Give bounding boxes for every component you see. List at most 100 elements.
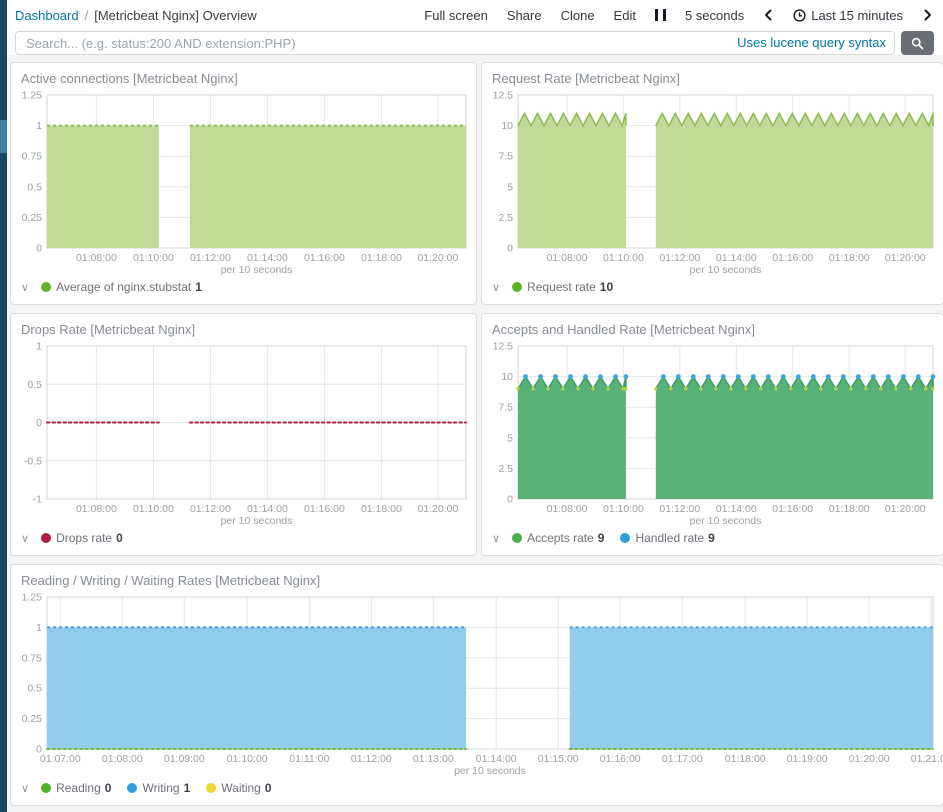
drops-rate-chart[interactable]: 1 0.5 0 -0.5 -1 01:08:00 01:10:00 01:12:00 01:14… [11,340,476,529]
legend-label: Request rate [527,280,596,294]
legend-item[interactable]: Handled rate 9 [620,531,715,545]
chevron-down-icon[interactable]: ∨ [21,532,30,545]
request-rate-chart[interactable]: 12.5 10 7.5 5 2.5 0 01:08:00 01:10:00 01:12:00 01… [482,89,943,278]
svg-text:0.75: 0.75 [22,652,43,664]
legend-item[interactable]: Request rate 10 [512,280,613,294]
svg-text:12.5: 12.5 [493,341,514,353]
breadcrumb: Dashboard / [Metricbeat Nginx] Overview [15,8,257,23]
chart-legend: ∨ Request rate 10 [482,278,943,304]
breadcrumb-separator: / [84,7,89,23]
accepts-handled-chart[interactable]: 12.5 10 7.5 5 2.5 0 01:08:00 01:10:00 01:12:00 01… [482,340,943,529]
time-forward-button[interactable] [922,9,933,21]
svg-text:01:08:00: 01:08:00 [102,753,143,765]
legend-item[interactable]: Accepts rate 9 [512,531,604,545]
svg-text:01:14:00: 01:14:00 [476,753,517,765]
svg-text:10: 10 [501,120,513,132]
search-input[interactable] [15,31,895,55]
pause-refresh-button[interactable] [654,9,666,21]
svg-text:01:13:00: 01:13:00 [413,753,454,765]
legend-item[interactable]: Writing 1 [127,781,190,795]
svg-text:per 10 seconds: per 10 seconds [221,515,293,527]
legend-item[interactable]: Reading 0 [41,781,111,795]
full-screen-button[interactable]: Full screen [424,7,488,23]
time-range-button[interactable]: Last 15 minutes [793,8,903,23]
panel-accepts-handled-rate: Accepts and Handled Rate [Metricbeat Ngi… [481,313,943,556]
panel-drops-rate: Drops Rate [Metricbeat Nginx] 1 0.5 0 -0.5 -… [10,313,477,556]
clone-button[interactable]: Clone [560,7,595,23]
svg-text:01:20:00: 01:20:00 [849,753,890,765]
chevron-down-icon[interactable]: ∨ [21,782,30,795]
panel-request-rate: Request Rate [Metricbeat Nginx] 12.5 10 7.… [481,62,943,305]
svg-text:01:14:00: 01:14:00 [716,252,757,264]
panel-title: Drops Rate [Metricbeat Nginx] [21,322,196,337]
svg-text:01:08:00: 01:08:00 [76,503,117,515]
refresh-interval-button[interactable]: 5 seconds [684,7,745,23]
legend-item[interactable]: Drops rate 0 [41,531,123,545]
chevron-down-icon[interactable]: ∨ [492,281,501,294]
legend-value: 0 [104,781,112,795]
legend-label: Handled rate [635,531,705,545]
top-nav-bar: Dashboard / [Metricbeat Nginx] Overview … [7,0,943,30]
chart-legend: ∨ Drops rate 0 [11,529,476,555]
svg-text:01:12:00: 01:12:00 [659,503,700,515]
collapsed-nav-strip[interactable] [0,0,7,812]
legend-value: 9 [708,531,715,545]
svg-text:01:10:00: 01:10:00 [133,252,174,264]
svg-text:01:09:00: 01:09:00 [164,753,205,765]
legend-label: Drops rate [56,531,113,545]
series-color-dot [206,783,217,793]
chart-legend: ∨ Accepts rate 9 Handled rate 9 [482,529,943,555]
time-range-label: Last 15 minutes [811,7,903,23]
svg-text:1.25: 1.25 [22,90,43,102]
svg-text:01:20:00: 01:20:00 [885,503,926,515]
chevron-down-icon[interactable]: ∨ [21,281,30,294]
svg-text:01:16:00: 01:16:00 [772,503,813,515]
lucene-syntax-link[interactable]: Uses lucene query syntax [737,35,886,50]
svg-text:01:14:00: 01:14:00 [247,503,288,515]
svg-text:1: 1 [36,120,42,132]
legend-item[interactable]: Waiting 0 [206,781,272,795]
legend-item[interactable]: Average of nginx.stubstat 1 [41,280,202,294]
share-button[interactable]: Share [506,7,542,23]
svg-text:01:18:00: 01:18:00 [361,252,402,264]
svg-text:01:08:00: 01:08:00 [547,252,588,264]
svg-text:01:15:00: 01:15:00 [538,753,579,765]
panel-title: Accepts and Handled Rate [Metricbeat Ngi… [492,322,756,337]
series-color-dot [127,783,138,793]
reading-writing-waiting-chart[interactable]: 1.25 1 0.75 0.5 0.25 0 01:07:00 01:08:00 01:09:0… [11,591,943,779]
svg-text:0.5: 0.5 [27,379,42,391]
dashboard-grid: Active connections [Metricbeat Nginx] 1.… [7,55,943,812]
legend-label: Reading [56,781,101,795]
svg-text:7.5: 7.5 [498,402,513,414]
time-back-button[interactable] [763,9,774,21]
series-color-dot [41,783,52,793]
dashboard-menu: Full screen Share Clone Edit 5 seconds L… [424,8,933,23]
active-connections-chart[interactable]: 1.25 1 0.75 0.5 0.25 0 01:08:00 01:10:00 01:12:0… [11,89,476,278]
series-color-dot [512,533,523,543]
chevron-left-icon [765,9,772,21]
svg-text:0: 0 [36,744,42,756]
panel-reading-writing-waiting: Reading / Writing / Waiting Rates [Metri… [10,564,943,806]
edit-button[interactable]: Edit [613,7,636,23]
chevron-down-icon[interactable]: ∨ [492,532,501,545]
panel-title: Active connections [Metricbeat Nginx] [21,71,238,86]
legend-label: Average of nginx.stubstat [56,280,192,294]
svg-text:01:12:00: 01:12:00 [351,753,392,765]
svg-text:01:16:00: 01:16:00 [304,503,345,515]
svg-text:01:16:00: 01:16:00 [772,252,813,264]
chart-legend: ∨ Average of nginx.stubstat 1 [11,278,476,304]
search-button[interactable] [901,31,934,55]
clock-icon [793,8,806,22]
svg-text:01:20:00: 01:20:00 [417,503,458,515]
svg-text:01:10:00: 01:10:00 [603,503,644,515]
series-color-dot [41,282,52,292]
svg-text:01:14:00: 01:14:00 [716,503,757,515]
svg-text:01:10:00: 01:10:00 [227,753,268,765]
panel-active-connections: Active connections [Metricbeat Nginx] 1.… [10,62,477,305]
svg-text:per 10 seconds: per 10 seconds [221,264,293,276]
svg-text:per 10 seconds: per 10 seconds [454,765,526,777]
svg-text:01:11:00: 01:11:00 [289,753,329,765]
panel-title: Reading / Writing / Waiting Rates [Metri… [21,573,321,588]
breadcrumb-dashboard-link[interactable]: Dashboard [15,7,79,23]
legend-value: 1 [183,781,191,795]
